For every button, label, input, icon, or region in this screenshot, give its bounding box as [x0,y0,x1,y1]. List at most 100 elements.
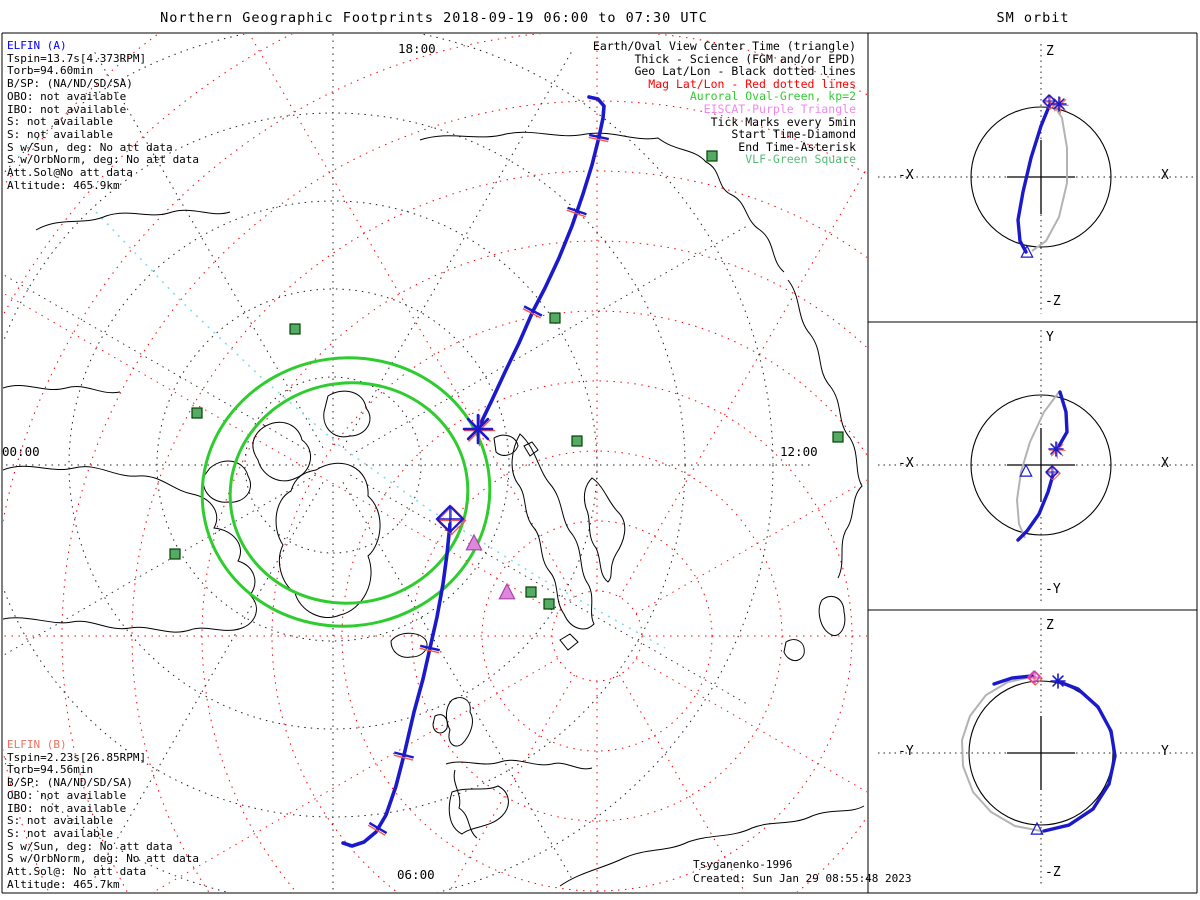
tick-mark-fringe [419,647,440,654]
legend-item: Auroral Oval-Green, kp=2 [689,89,856,104]
orbit-visible-arc [1057,390,1069,448]
legend-item: Start Time-Diamond [731,127,856,142]
legend-item: Earth/Oval View Center Time (triangle) [592,39,856,53]
sm-axis-label-bottom: -Y [1045,582,1061,597]
frame-lines [1,32,1198,894]
info-line: S w/Sun, deg: No att data [7,839,173,853]
info-line: S w/Sun, deg: No att data [7,140,173,154]
sm-axis-label-left: -Y [898,744,914,759]
sm-orbit-panel-2 [878,330,1193,602]
info-line: S: not available [7,127,113,141]
earth-circle [970,106,1112,248]
info-line: Torb=94.56min [7,763,94,777]
info-line: S: not available [7,814,113,828]
tick-mark-fringe [588,136,609,143]
orbit-hidden-arc [1015,391,1060,539]
earth-circle [970,394,1112,536]
info-line: IBO: not available [7,102,127,116]
tick-mark [419,644,441,652]
info-line: Att.Sol@: No att data [7,865,147,879]
legend-item: Mag Lat/Lon - Red dotted lines [648,76,856,91]
legend-item: Geo Lat/Lon - Black dotted lines [634,64,856,79]
vlf-square [525,586,537,598]
map-time-label-18: 18:00 [398,41,436,56]
info-line: IBO: not available [7,801,127,815]
coastlines [3,131,865,887]
eiscat-stations [465,533,516,600]
elfin-b-info: ELFIN (B) Tspin=2.23s[26.85RPM] Torb=94.5… [7,738,200,891]
tick-mark-fringe [566,209,586,218]
elfin-a-header: ELFIN (A) [7,39,67,52]
orbit-visible-arc [1016,102,1052,254]
credits-created: Created: Sun Jan 29 08:55:48 2023 [693,871,912,885]
legend-item: Tick Marks every 5min [710,114,856,129]
info-line: Altitude: 465.9km [7,178,120,192]
end-marker-asterisk [462,413,496,447]
tick-mark-fringe [522,308,541,319]
footprint-track-b [341,522,452,848]
info-line: Att.Sol@No att data [7,166,133,180]
info-line: Torb=94.60min [7,64,94,78]
orbit-hidden-arc [960,676,1051,833]
sm-orbit-panel-3 [878,618,1193,885]
vlf-square [571,435,583,447]
terminator-line [95,211,666,649]
info-line: S: not available [7,826,113,840]
tick-mark [567,206,587,216]
sm-axis-label-right: X [1161,168,1169,183]
tick-mark [588,133,610,141]
vlf-stations [169,150,844,610]
vlf-square [543,598,555,610]
vlf-square [549,312,561,324]
sm-axis-label-bottom: -Z [1045,865,1061,880]
legend-item: EISCAT-Purple Triangle [703,101,856,116]
legend-item: Thick - Science (FGM and/or EPD) [634,51,856,66]
sm-axis-label-bottom: -Z [1045,294,1061,309]
sm-axis-label-right: Y [1161,744,1169,759]
vlf-square [706,150,718,162]
sm-axis-label-top: Y [1046,330,1054,345]
tick-mark-fringe [393,754,414,761]
elfin-a-info: ELFIN (A) Tspin=13.7s[4.373RPM] Torb=94.6… [7,39,200,192]
orbit-hidden-arc [1031,103,1068,252]
sm-axis-label-right: X [1161,456,1169,471]
sm-orbit-panel-1 [878,44,1193,314]
info-line: B/SP: (NA/ND/SD/SA) [7,776,133,790]
info-line: B/SP: (NA/ND/SD/SA) [7,77,133,91]
info-line: OBO: not available [7,788,127,802]
map-time-label-12: 12:00 [780,444,818,459]
credits-model: Tsyganenko-1996 [693,858,793,871]
map-time-label-06: 06:00 [397,867,435,882]
info-line: S w/OrbNorm, deg: No att data [7,153,200,167]
start-marker-diamond [435,504,467,536]
vlf-square [289,323,301,335]
info-line: Tspin=13.7s[4.373RPM] [7,51,147,65]
vlf-square [169,548,181,560]
sm-orbit-title: SM orbit [996,10,1070,26]
sm-axis-label-left: -X [898,456,914,471]
tick-mark [368,821,388,835]
orbit-visible-arc [1016,473,1055,542]
footprint-track-a [476,95,610,431]
geo-graticule [3,34,813,892]
vlf-square [832,431,844,443]
orbit-visible-arc [1042,679,1117,833]
sm-axis-label-left: -X [898,168,914,183]
info-line: S w/OrbNorm, deg: No att data [7,852,200,866]
tick-mark [394,751,414,759]
map-legend: Earth/Oval View Center Time (triangle) Th… [593,40,856,166]
tick-mark [523,305,543,317]
orbit-visible-arc [992,674,1034,686]
vlf-square [191,407,203,419]
credits: Tsyganenko-1996 Created: Sun Jan 29 08:5… [693,858,912,885]
tick-mark-fringe [367,824,386,836]
info-line: Altitude: 465.7km [7,877,120,891]
map-time-label-00: 00:00 [2,444,40,459]
elfin-b-header: ELFIN (B) [7,738,67,751]
sm-axis-label-top: Z [1046,618,1054,633]
info-line: S: not available [7,115,113,129]
legend-item: VLF-Green Square [745,152,856,167]
